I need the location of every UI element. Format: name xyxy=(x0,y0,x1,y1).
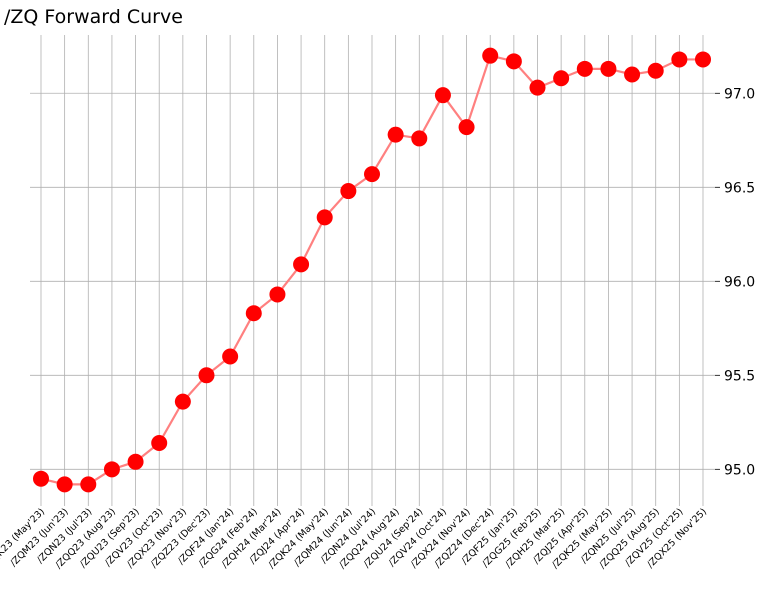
y-tick-label: 97.0 xyxy=(724,86,755,102)
y-tick-label: 96.5 xyxy=(724,180,755,196)
data-point xyxy=(529,79,546,96)
data-point xyxy=(482,47,499,64)
data-point xyxy=(624,66,641,83)
chart-title: /ZQ Forward Curve xyxy=(4,6,183,28)
data-point xyxy=(434,87,451,104)
data-point xyxy=(647,62,664,79)
y-tick-label: 96.0 xyxy=(724,274,755,290)
data-point xyxy=(340,183,357,200)
data-point xyxy=(576,60,593,77)
data-point xyxy=(553,70,570,87)
data-point xyxy=(364,166,380,183)
data-point xyxy=(269,286,286,303)
data-point xyxy=(33,470,49,487)
y-tick-label: 95.5 xyxy=(724,368,755,384)
data-point xyxy=(198,367,215,384)
data-point xyxy=(458,119,475,136)
data-point xyxy=(671,51,688,68)
data-point xyxy=(103,461,120,478)
y-tick-label: 95.0 xyxy=(724,462,755,478)
data-point xyxy=(151,434,168,451)
data-point xyxy=(293,256,310,273)
data-point xyxy=(387,126,404,143)
data-point xyxy=(80,476,97,493)
data-point xyxy=(56,476,73,493)
data-point xyxy=(695,51,711,68)
data-point xyxy=(174,393,191,410)
data-point xyxy=(600,60,617,77)
data-point xyxy=(411,130,428,147)
data-point xyxy=(505,53,522,70)
data-point xyxy=(316,209,333,226)
data-point xyxy=(245,305,262,322)
data-point xyxy=(127,453,144,470)
data-point xyxy=(222,348,239,365)
